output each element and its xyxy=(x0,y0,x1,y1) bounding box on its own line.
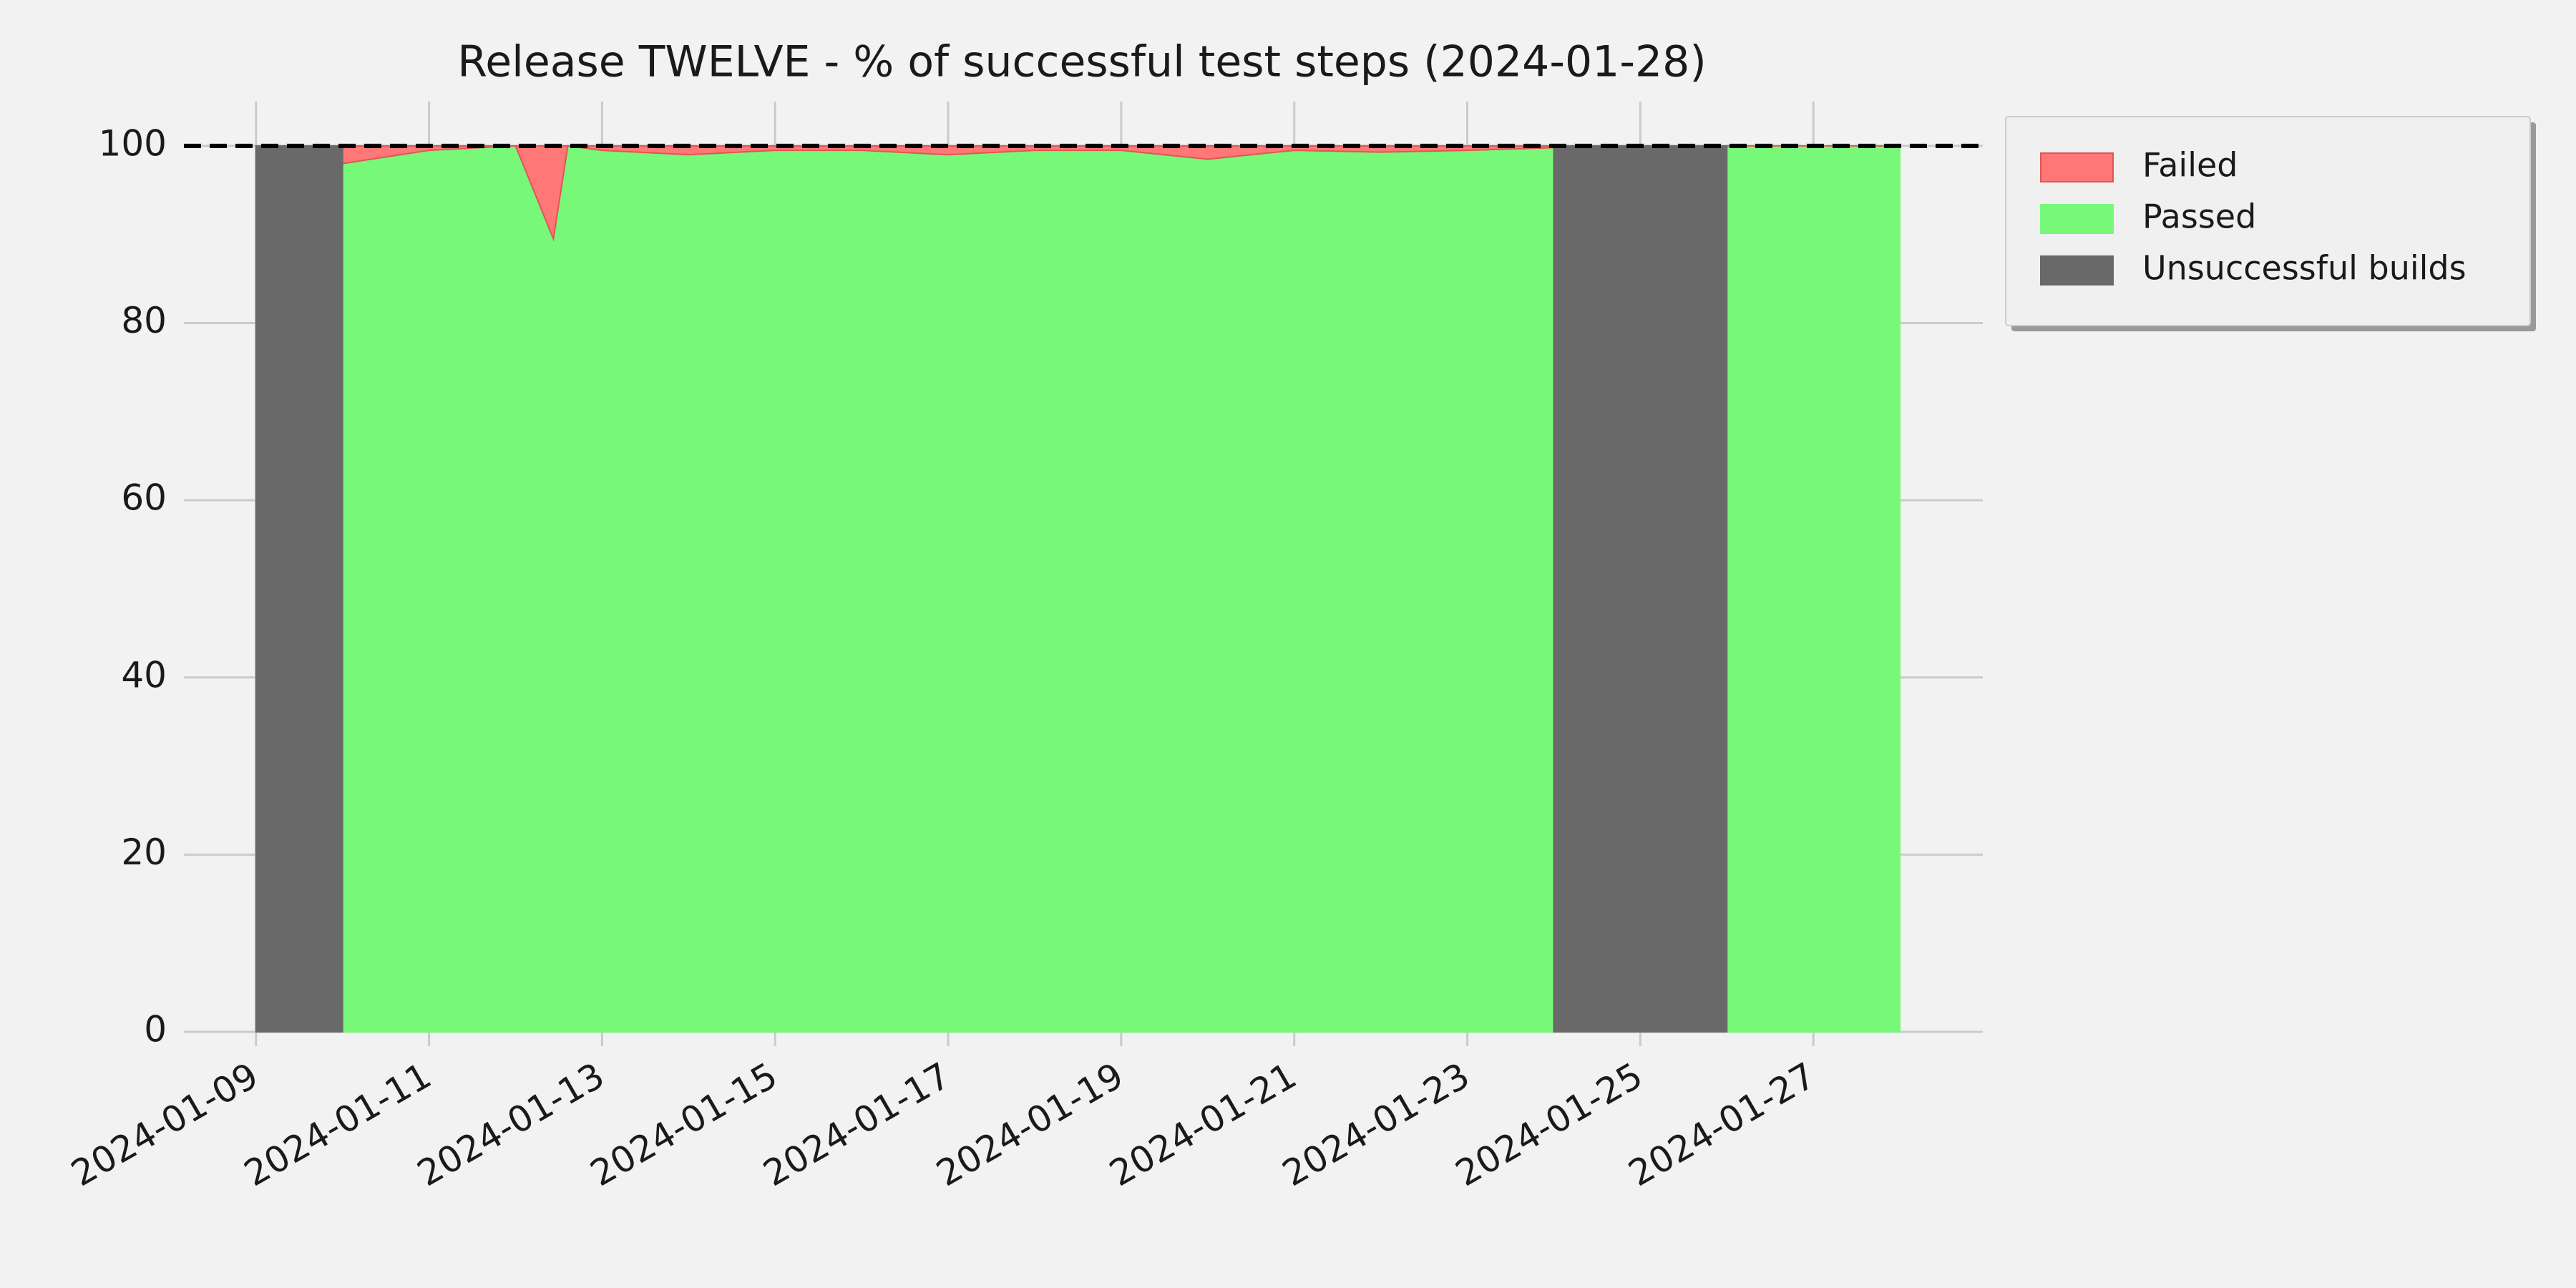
y-tick-label: 80 xyxy=(121,300,167,341)
area xyxy=(255,145,343,1033)
chart-title: Release TWELVE - % of successful test st… xyxy=(457,37,1706,87)
legend-swatch xyxy=(2040,204,2114,234)
legend-swatch xyxy=(2040,152,2114,182)
legend-swatch xyxy=(2040,255,2114,286)
y-tick-label: 100 xyxy=(99,122,167,164)
area xyxy=(1553,145,1728,1033)
area xyxy=(341,145,1555,1033)
y-tick-label: 60 xyxy=(121,477,167,519)
legend xyxy=(2005,116,2531,326)
legend-label: Passed xyxy=(2142,197,2256,236)
area xyxy=(1726,145,1901,1033)
y-tick-label: 0 xyxy=(144,1009,167,1050)
legend-label: Failed xyxy=(2142,146,2238,185)
legend-label: Unsuccessful builds xyxy=(2142,249,2467,288)
y-tick-label: 20 xyxy=(121,831,167,873)
y-tick-label: 40 xyxy=(121,654,167,696)
